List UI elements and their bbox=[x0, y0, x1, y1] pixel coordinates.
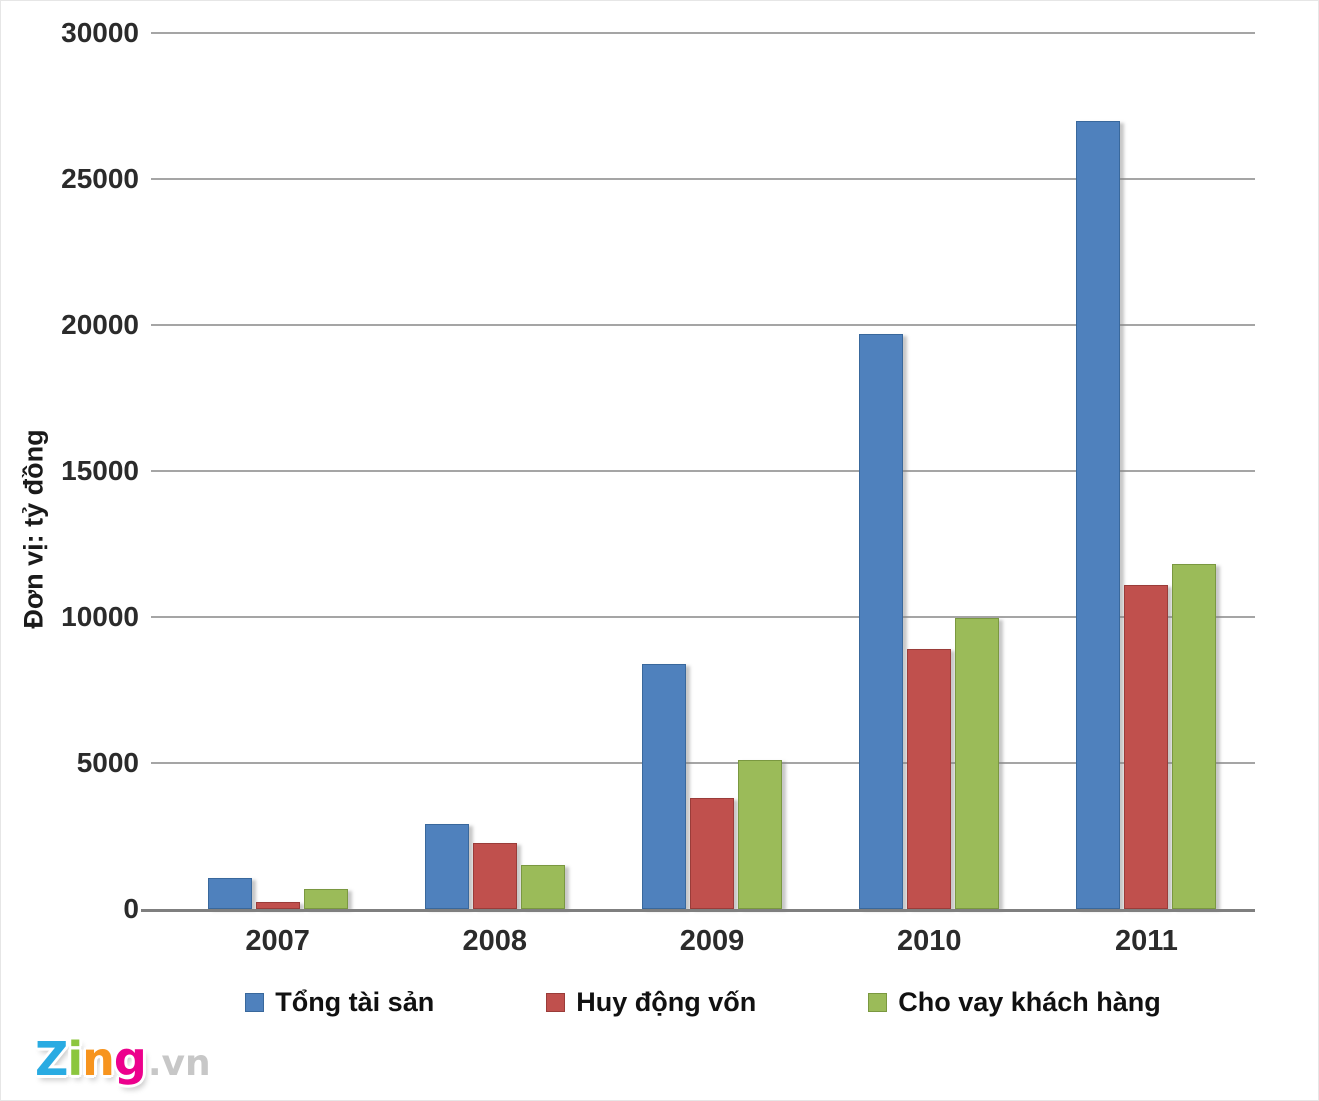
gridline-10000 bbox=[151, 616, 1255, 619]
bar-cho-vay-khach-hang-2010 bbox=[955, 618, 1000, 909]
bar-cho-vay-khach-hang-2011 bbox=[1172, 564, 1217, 909]
legend-label-tong-tai-san: Tổng tài sản bbox=[275, 987, 435, 1017]
bar-group-2007 bbox=[169, 33, 386, 909]
legend-label-huy-dong-von: Huy động vốn bbox=[576, 987, 757, 1017]
zing-logo-suffix: .vn bbox=[147, 1043, 211, 1084]
bar-cho-vay-khach-hang-2009 bbox=[738, 760, 782, 909]
x-axis-label-2009: 2009 bbox=[679, 925, 745, 957]
y-tick-label-0: 0 bbox=[123, 893, 139, 924]
y-tick-label-20000: 20000 bbox=[61, 309, 139, 341]
legend-item-tong-tai-san: Tổng tài sản bbox=[245, 987, 434, 1018]
gridline-30000 bbox=[151, 32, 1255, 34]
zing-logo-letter-z: Z bbox=[35, 1032, 68, 1086]
legend: Tổng tài sản Huy động vốn Cho vay khách hà… bbox=[151, 987, 1255, 1018]
bar-tong-tai-san-2007 bbox=[207, 878, 252, 909]
y-tick-label-30000: 30000 bbox=[61, 17, 139, 48]
x-axis-label-2010: 2010 bbox=[896, 925, 962, 957]
bar-tong-tai-san-2009 bbox=[642, 664, 686, 909]
plot-area bbox=[141, 32, 1255, 912]
bar-group-2008 bbox=[386, 33, 603, 909]
gridline-15000 bbox=[151, 470, 1255, 472]
y-tick-label-25000: 25000 bbox=[61, 163, 139, 194]
gridline-5000 bbox=[151, 762, 1255, 765]
legend-item-huy-dong-von: Huy động vốn bbox=[546, 987, 756, 1018]
legend-marker-cho-vay-khach-hang bbox=[868, 993, 888, 1012]
bar-huy-dong-von-2008 bbox=[472, 843, 517, 909]
gridline-20000 bbox=[151, 324, 1255, 327]
x-axis-label-2008: 2008 bbox=[462, 925, 528, 957]
bar-huy-dong-von-2009 bbox=[690, 798, 734, 909]
bar-group-2010 bbox=[821, 33, 1038, 909]
zing-logo-letter-i: i bbox=[67, 1032, 83, 1086]
zing-logo-letter-g: g bbox=[113, 1032, 147, 1086]
legend-marker-tong-tai-san bbox=[245, 993, 265, 1012]
x-axis-labels: 2007 2008 2009 2010 2011 bbox=[151, 925, 1255, 958]
legend-item-cho-vay-khach-hang: Cho vay khách hàng bbox=[868, 987, 1161, 1018]
x-axis-line bbox=[141, 909, 1255, 912]
bar-huy-dong-von-2011 bbox=[1124, 585, 1169, 909]
bar-cho-vay-khach-hang-2008 bbox=[520, 865, 565, 909]
bar-huy-dong-von-2007 bbox=[255, 902, 300, 909]
bar-huy-dong-von-2010 bbox=[907, 649, 952, 909]
y-tick-label-5000: 5000 bbox=[76, 747, 139, 779]
bar-series-container bbox=[151, 33, 1255, 909]
zing-logo-letter-n: n bbox=[82, 1032, 115, 1086]
legend-label-cho-vay-khach-hang: Cho vay khách hàng bbox=[898, 987, 1161, 1017]
zing-logo-wordmark: Zing bbox=[35, 1032, 147, 1086]
y-tick-label-10000: 10000 bbox=[61, 601, 139, 633]
bar-tong-tai-san-2011 bbox=[1076, 121, 1121, 909]
gridline-25000 bbox=[151, 178, 1255, 180]
y-tick-label-15000: 15000 bbox=[61, 455, 139, 486]
bar-tong-tai-san-2008 bbox=[424, 824, 469, 909]
zing-logo: Zing .vn bbox=[35, 1032, 211, 1086]
bar-group-2011 bbox=[1038, 33, 1255, 909]
y-axis-tick-labels: 0 5000 10000 15000 20000 25000 30000 bbox=[1, 17, 139, 924]
x-axis-label-2007: 2007 bbox=[245, 925, 310, 957]
bar-group-2009 bbox=[603, 33, 820, 909]
bar-tong-tai-san-2010 bbox=[859, 334, 904, 909]
bar-cho-vay-khach-hang-2007 bbox=[303, 889, 348, 909]
legend-marker-huy-dong-von bbox=[546, 993, 566, 1012]
x-axis-label-2011: 2011 bbox=[1114, 925, 1178, 957]
